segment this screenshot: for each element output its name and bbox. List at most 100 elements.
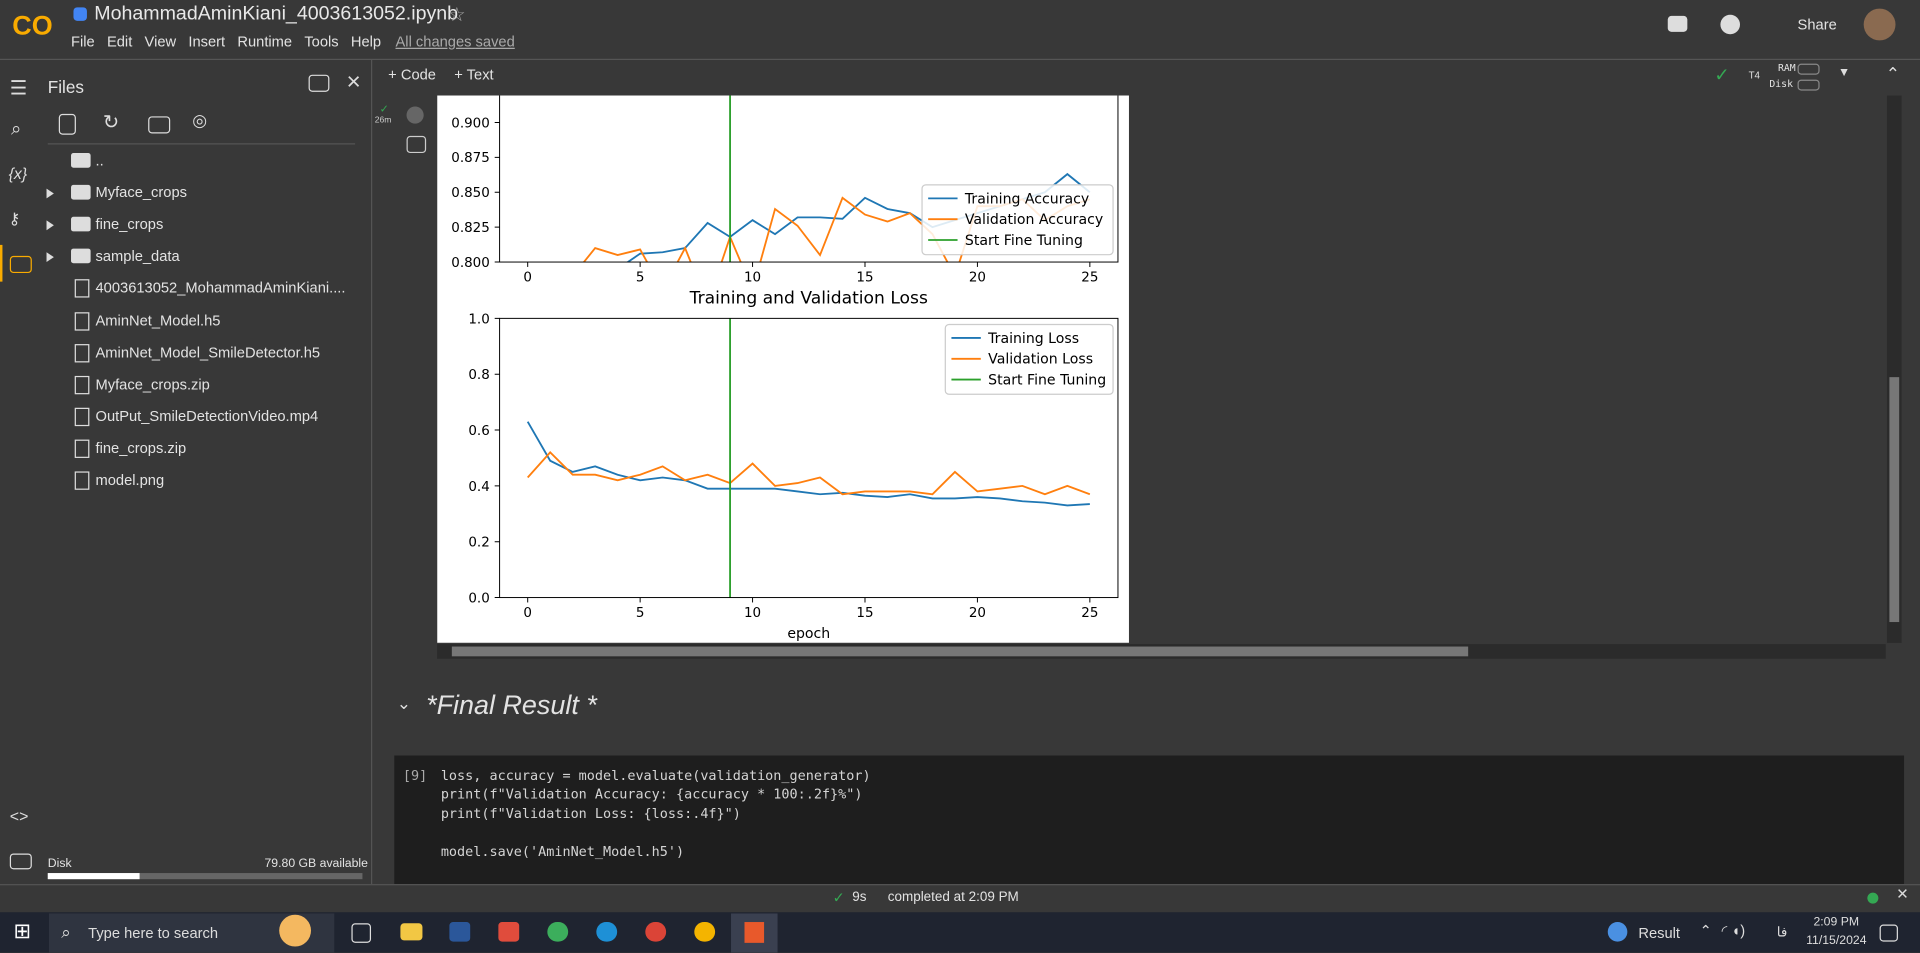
star-icon[interactable]: ☆ (448, 4, 466, 26)
start-button[interactable]: ⊞ (13, 919, 31, 943)
file-name[interactable]: AminNet_Model.h5 (95, 311, 221, 329)
menu-item[interactable]: Insert (188, 33, 226, 51)
files-icon[interactable] (9, 255, 32, 274)
legend-label: Start Fine Tuning (965, 233, 1083, 249)
clock-date[interactable]: 11/15/2024 (1806, 934, 1867, 948)
save-status[interactable]: All changes saved (395, 33, 515, 51)
app-edge[interactable] (596, 922, 618, 942)
hide-icon[interactable]: ◎ (192, 110, 208, 130)
app-chrome-2[interactable] (694, 922, 716, 942)
add-code-button[interactable]: + Code (388, 66, 436, 84)
menu-item[interactable]: View (144, 33, 177, 51)
input-language[interactable]: فا (1776, 925, 1788, 941)
status-close[interactable]: × (1896, 884, 1909, 905)
search-placeholder: Type here to search (88, 924, 219, 942)
menu-item[interactable]: Edit (106, 33, 133, 51)
tray-icons[interactable]: ◜ ◖) (1721, 922, 1746, 940)
app-explorer[interactable] (400, 923, 423, 941)
file-name[interactable]: model.png (95, 471, 165, 489)
file-name[interactable]: 4003613052_MohammadAminKiani.... (95, 279, 346, 297)
notebook-title[interactable]: MohammadAminKiani_4003613052.ipynb (94, 3, 459, 25)
file-name[interactable]: sample_data (95, 247, 180, 265)
collapse-section[interactable]: ⌄ (396, 693, 412, 713)
output-icon[interactable] (406, 106, 424, 124)
comments-icon[interactable] (1667, 15, 1688, 32)
add-code-label: Code (400, 66, 436, 84)
drive-icon (73, 7, 87, 21)
variables-icon[interactable]: {x} (8, 164, 28, 183)
menu-item[interactable]: File (71, 33, 95, 51)
axes-frame (499, 317, 1119, 599)
x-tick-label: 10 (744, 271, 761, 286)
menu-item[interactable]: Runtime (237, 33, 293, 51)
app-chrome[interactable] (645, 922, 667, 942)
collapse-icon[interactable]: ⌃ (1885, 63, 1901, 84)
file-name[interactable]: Myface_crops.zip (95, 375, 210, 393)
notifications[interactable] (1879, 924, 1898, 942)
task-view[interactable] (351, 923, 372, 943)
tray-chevron[interactable]: ⌃ (1699, 922, 1712, 940)
settings-icon[interactable] (1720, 14, 1741, 35)
file-name[interactable]: fine_crops (95, 215, 164, 233)
h-scrollbar[interactable] (437, 644, 1886, 659)
status-check: ✓ (832, 888, 845, 907)
file-name[interactable]: fine_crops.zip (95, 439, 187, 457)
code-snippets-icon[interactable]: <> (9, 806, 29, 826)
axes-frame (499, 95, 1119, 263)
x-tick-label: 10 (744, 606, 761, 621)
expand-arrow[interactable] (46, 220, 54, 231)
colab-logo[interactable]: CO (12, 9, 53, 41)
toc-icon[interactable]: ☰ (9, 78, 28, 100)
menu-item[interactable]: Tools (304, 33, 339, 51)
secrets-icon[interactable]: ⚷ (8, 209, 21, 228)
new-tab-icon[interactable] (308, 74, 330, 92)
file-name[interactable]: .. (95, 151, 104, 169)
terminal-icon[interactable] (9, 853, 32, 870)
code-line: print(f"Validation Accuracy: {accuracy *… (440, 786, 863, 803)
x-tick-label: 25 (1081, 606, 1098, 621)
disk-meter (1797, 79, 1820, 91)
close-icon[interactable]: × (346, 68, 361, 96)
output-actions[interactable] (406, 135, 427, 154)
divider (371, 60, 373, 885)
y-tick-label: 0.2 (468, 536, 489, 551)
divider (47, 143, 356, 145)
y-tick-label: 0.8 (468, 368, 489, 383)
x-tick-label: 15 (856, 606, 873, 621)
file-name[interactable]: Myface_crops (95, 183, 187, 201)
y-tick-label: 0.900 (451, 116, 490, 131)
x-tick-label: 0 (523, 271, 532, 286)
series-line (527, 451, 1091, 496)
share-button[interactable]: Share (1797, 15, 1837, 34)
plot-lines (526, 318, 1091, 598)
legend-label: Validation Accuracy (965, 212, 1103, 228)
v-scrollbar[interactable] (1886, 95, 1902, 643)
active-app[interactable] (731, 913, 778, 953)
search-icon[interactable]: ⌕ (11, 118, 22, 140)
weather-text[interactable]: Result (1638, 924, 1681, 942)
app-green[interactable] (547, 922, 569, 942)
app-s[interactable] (498, 922, 520, 942)
status-message: completed at 2:09 PM (887, 890, 1019, 905)
active-indicator (0, 244, 3, 282)
menu-item[interactable]: Help (350, 33, 382, 51)
refresh-icon[interactable]: ↻ (102, 112, 120, 134)
legend-box (944, 323, 1114, 395)
file-name[interactable]: AminNet_Model_SmileDetector.h5 (95, 343, 321, 361)
app-word[interactable] (449, 922, 471, 942)
matplotlib-figure: 0 5 10 15 20 250.8000.8250.8500.8750.900Train… (437, 95, 1129, 643)
runtime-type[interactable]: T4 (1748, 69, 1761, 81)
avatar[interactable] (1863, 8, 1896, 41)
y-tick-label: 0.0 (468, 591, 489, 606)
clock-time[interactable]: 2:09 PM (1813, 915, 1860, 930)
runtime-menu[interactable]: ▼ (1837, 66, 1851, 80)
files-title: Files (47, 77, 84, 97)
upload-icon[interactable] (58, 113, 76, 135)
expand-arrow[interactable] (46, 252, 54, 263)
legend-label: Training Loss (987, 331, 1079, 347)
mount-drive-icon[interactable] (148, 116, 171, 134)
file-name[interactable]: OutPut_SmileDetectionVideo.mp4 (95, 407, 319, 425)
expand-arrow[interactable] (46, 188, 54, 199)
code-cell[interactable] (394, 755, 1905, 885)
add-text-button[interactable]: + Text (454, 66, 494, 84)
